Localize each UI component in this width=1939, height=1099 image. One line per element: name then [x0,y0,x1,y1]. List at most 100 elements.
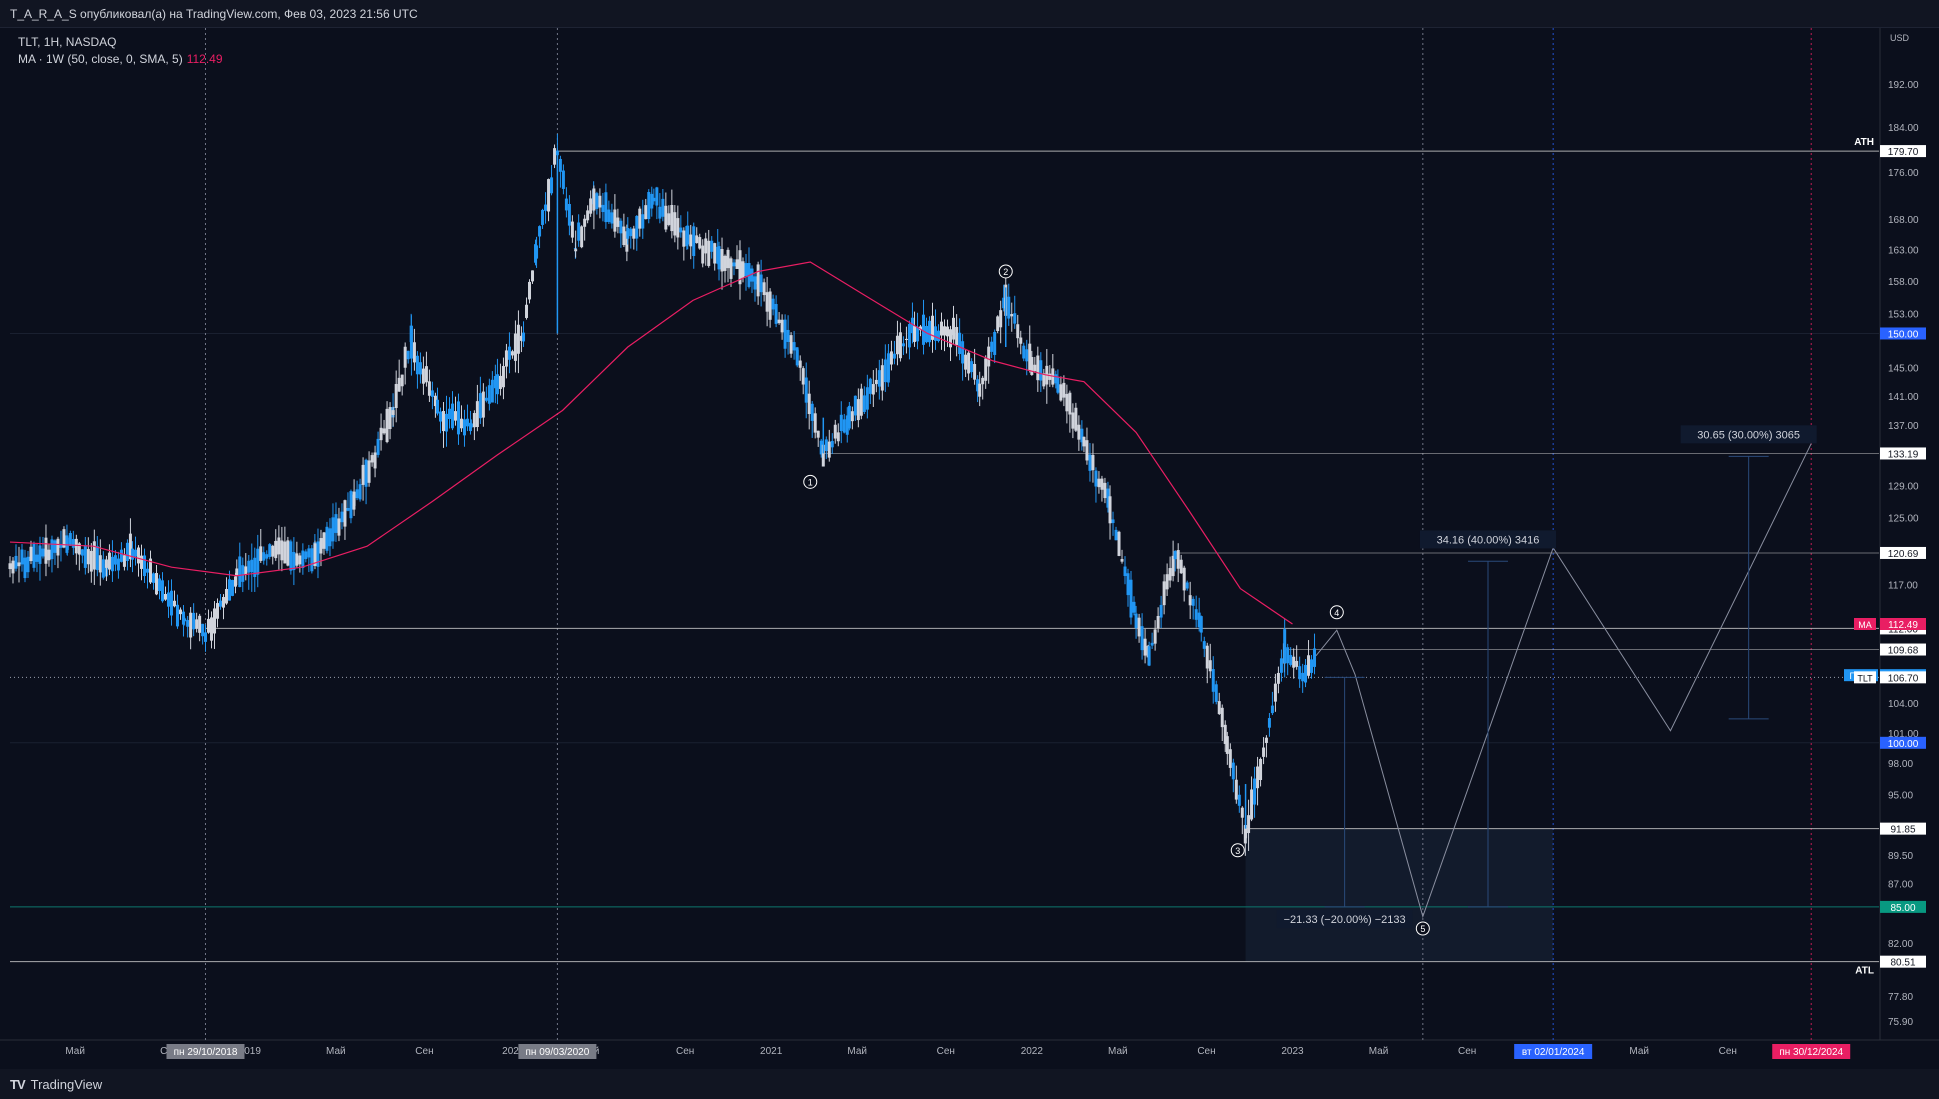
ma-legend[interactable]: MA · 1W (50, close, 0, SMA, 5) 112.49 [18,51,223,68]
candle-body [163,594,167,600]
candle-body [1100,478,1104,490]
candle-body [453,411,457,421]
wave-label: 5 [1420,924,1425,934]
candle-body [316,541,320,567]
ma-legend-label: MA · 1W (50, close, 0, SMA, 5) [18,52,183,66]
candle-body [116,558,120,571]
measure-box [1245,828,1554,962]
candle-body [427,381,431,396]
candle-body [1231,762,1235,780]
price-axis-tick: 158.00 [1888,277,1919,288]
candle-body [1194,609,1198,620]
level-tag-ath: ATH [1854,137,1874,148]
candle-body [1165,574,1169,590]
price-axis-unit: USD [1890,33,1910,43]
candle-body [95,546,99,571]
candle-body [720,249,724,272]
candle-body [23,557,27,579]
date-tag-bg [1514,1044,1593,1059]
candle-body [181,611,185,625]
candle-body [1244,824,1248,839]
candle-body [632,228,636,239]
symbol-tag: TLT [1857,673,1873,683]
candle-body [337,518,341,536]
measure-label-bg [1276,910,1413,929]
candle-body [1010,314,1014,317]
chart-background [0,28,1939,1041]
price-tag-bg [1880,822,1926,835]
candle-body [535,245,539,259]
candle-body [999,310,1003,328]
ma-tag-bg [1854,617,1876,630]
candle-body [717,246,721,270]
candle-body [1208,660,1212,672]
candle-body [1085,440,1089,461]
candle-body [958,332,962,355]
symbol-legend[interactable]: TLT, 1H, NASDAQ [18,35,117,49]
ma-tag: MA [1858,620,1872,630]
footer-bar: TV TradingView [0,1069,1939,1099]
candle-body [547,179,551,212]
candle-body [504,350,508,367]
candle-body [1256,766,1260,789]
candle-body [619,220,623,234]
candle-body [698,237,702,249]
candle-body [484,397,488,401]
time-axis-tick: Май [1108,1046,1128,1057]
candle-body [673,212,677,236]
candle-body [418,362,422,375]
candle-body [682,230,686,247]
candle-body [898,332,902,359]
candle-body [732,262,736,267]
candle-body [877,370,881,387]
candle-body [38,545,42,564]
candle-body [661,198,665,217]
candle-body [1304,664,1308,683]
candle-body [192,612,196,630]
date-tag-bg [1772,1044,1851,1059]
candle-body [490,379,494,403]
candle-body [1307,655,1311,676]
candle-body [328,528,332,547]
candle-body [750,268,754,282]
publish-header: T_A_R_A_S опубликовал(а) на TradingView.… [0,0,1939,28]
candle-body [1273,683,1277,702]
candle-body [865,387,869,410]
candle-body [1179,559,1183,574]
candle-body [598,195,602,208]
ma-price-tag: 112.49 [1888,620,1918,631]
candle-body [352,491,356,506]
candle-body [450,403,454,429]
candle-body [334,514,338,533]
price-axis-tick: 117.00 [1888,580,1918,591]
candle-body [241,565,245,582]
candle-body [438,411,442,422]
candle-body [948,329,952,348]
candle-body [1106,488,1110,508]
date-tag: вт 02/01/2024 [1522,1047,1585,1058]
price-axis-tick: 129.00 [1888,482,1919,493]
ma-line [9,261,1293,625]
wave-label-circle [1329,605,1344,620]
candle-body [1267,718,1271,728]
price-axis-tick: 168.00 [1888,215,1919,226]
candle-body [1054,374,1058,384]
candle-body [635,215,639,239]
candle-body [250,559,254,573]
candle-body [391,410,395,415]
candle-body [981,377,985,385]
candle-body [224,588,228,604]
candle-body [17,562,21,567]
candle-body [403,346,407,368]
tradingview-logo[interactable]: TV TradingView [10,1077,102,1092]
price-axis-tick: 87.00 [1888,879,1913,890]
candle-body [710,240,714,252]
candle-body [561,170,565,189]
level-price-tag: 85.00 [1890,903,1915,914]
price-axis-tick: 104.00 [1888,699,1919,710]
candle-body [376,438,380,455]
date-tag: пн 30/12/2024 [1779,1047,1843,1058]
candle-body [607,209,611,222]
candle-body [658,206,662,219]
